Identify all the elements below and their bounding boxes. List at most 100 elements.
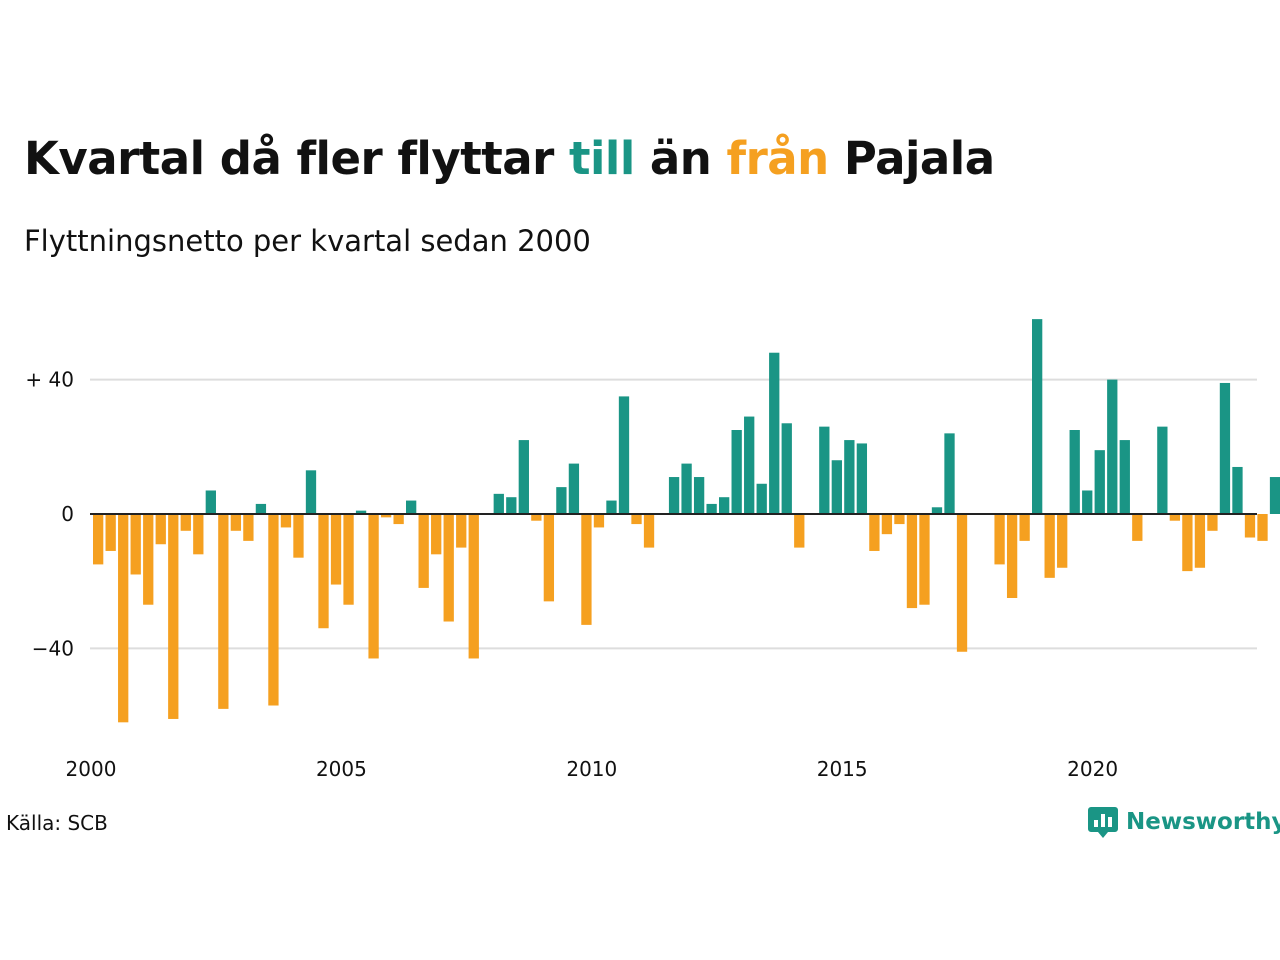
bar-negative xyxy=(794,514,805,548)
bar-positive xyxy=(568,463,580,514)
newsworthy-logo-icon xyxy=(1088,807,1118,838)
bar-positive xyxy=(819,426,830,514)
bar-negative xyxy=(468,514,479,659)
bar-positive xyxy=(556,487,567,514)
bar-positive xyxy=(618,396,630,514)
bar-positive xyxy=(1232,466,1243,514)
bar-negative xyxy=(531,514,542,521)
bar-negative xyxy=(919,514,930,605)
bar-positive xyxy=(1032,319,1043,514)
bar-negative xyxy=(105,514,116,551)
bar-negative xyxy=(543,514,555,602)
title-till-highlight: till xyxy=(568,132,635,185)
bar-negative xyxy=(343,514,354,605)
bar-negative xyxy=(155,514,166,545)
x-tick-label: 2020 xyxy=(1067,757,1118,781)
bar-positive xyxy=(831,460,842,514)
bar-negative xyxy=(906,514,918,609)
bar-negative xyxy=(894,514,905,525)
bar-negative xyxy=(1194,514,1206,568)
bar-positive xyxy=(693,477,705,514)
bar-negative xyxy=(393,514,404,525)
bar-negative xyxy=(456,514,467,548)
bar-negative xyxy=(1182,514,1193,572)
bar-negative xyxy=(243,514,254,541)
bar-positive xyxy=(1219,382,1231,514)
y-tick-label: 0 xyxy=(61,502,74,526)
bar-negative xyxy=(881,514,893,535)
bar-positive xyxy=(706,503,717,514)
bar-positive xyxy=(518,440,529,514)
bar-negative xyxy=(443,514,454,622)
y-axis-labels: + 40 0 −40 xyxy=(25,368,74,661)
bar-positive xyxy=(719,497,730,514)
bar-negative xyxy=(218,514,229,709)
bar-negative xyxy=(380,514,392,518)
bar-positive xyxy=(506,497,517,514)
bar-positive xyxy=(756,483,767,514)
bar-negative xyxy=(1006,514,1018,598)
bar-positive xyxy=(406,500,417,514)
bar-positive xyxy=(1157,426,1168,514)
bar-positive xyxy=(255,503,267,514)
source-note: Källa: SCB xyxy=(6,811,108,835)
bar-negative xyxy=(1244,514,1256,538)
bar-negative xyxy=(368,514,379,659)
bar-negative xyxy=(1132,514,1143,541)
bar-negative xyxy=(318,514,329,629)
bar-negative xyxy=(130,514,141,575)
bar-positive xyxy=(1069,430,1080,514)
bar-positive xyxy=(769,352,780,514)
bar-positive xyxy=(681,463,692,514)
title-part-1: Kvartal då fler flyttar xyxy=(24,132,569,185)
bar-positive xyxy=(731,430,742,514)
bar-negative xyxy=(1257,514,1268,541)
bar-negative xyxy=(293,514,304,558)
x-tick-label: 2000 xyxy=(66,757,117,781)
bar-positive xyxy=(1269,477,1280,514)
bar-negative xyxy=(643,514,655,548)
title-fran-highlight: från xyxy=(726,132,830,185)
bar-negative xyxy=(1057,514,1068,568)
bar-positive xyxy=(781,423,792,514)
bar-positive xyxy=(355,510,367,514)
bar-positive xyxy=(1094,450,1105,514)
bar-positive xyxy=(744,416,755,514)
x-tick-label: 2015 xyxy=(817,757,868,781)
x-tick-label: 2010 xyxy=(566,757,617,781)
chart-subtitle: Flyttningsnetto per kvartal sedan 2000 xyxy=(24,224,591,258)
bar-negative xyxy=(1169,514,1181,521)
bar-negative xyxy=(418,514,429,588)
bar-negative xyxy=(956,514,968,652)
newsworthy-logo: Newsworthy xyxy=(1088,805,1280,839)
bar-negative xyxy=(268,514,279,706)
chart-title: Kvartal då fler flyttar till än från Paj… xyxy=(24,132,995,185)
bar-positive xyxy=(493,493,504,514)
bar-negative xyxy=(593,514,605,528)
bar-positive xyxy=(1082,490,1093,514)
bar-negative xyxy=(631,514,642,525)
bar-positive xyxy=(205,490,216,514)
bar-positive xyxy=(305,470,317,514)
bar-negative xyxy=(330,514,342,585)
bar-negative xyxy=(280,514,292,528)
bar-positive xyxy=(856,443,868,514)
bar-negative xyxy=(180,514,191,531)
y-tick-label: + 40 xyxy=(25,368,74,392)
title-part-2: än xyxy=(634,132,727,185)
bar-positive xyxy=(1119,440,1130,514)
bar-negative xyxy=(581,514,592,625)
bars xyxy=(93,319,1280,723)
bar-negative xyxy=(193,514,204,555)
bar-negative xyxy=(118,514,129,723)
title-part-3: Pajala xyxy=(828,132,995,185)
x-axis-labels: 2000 2005 2010 2015 2020 xyxy=(66,757,1119,781)
bar-positive xyxy=(944,433,955,514)
bar-negative xyxy=(93,514,104,565)
bar-positive xyxy=(668,477,680,514)
y-tick-label: −40 xyxy=(32,636,74,660)
bar-positive xyxy=(1107,379,1118,514)
x-tick-label: 2005 xyxy=(316,757,367,781)
bar-negative xyxy=(168,514,179,719)
